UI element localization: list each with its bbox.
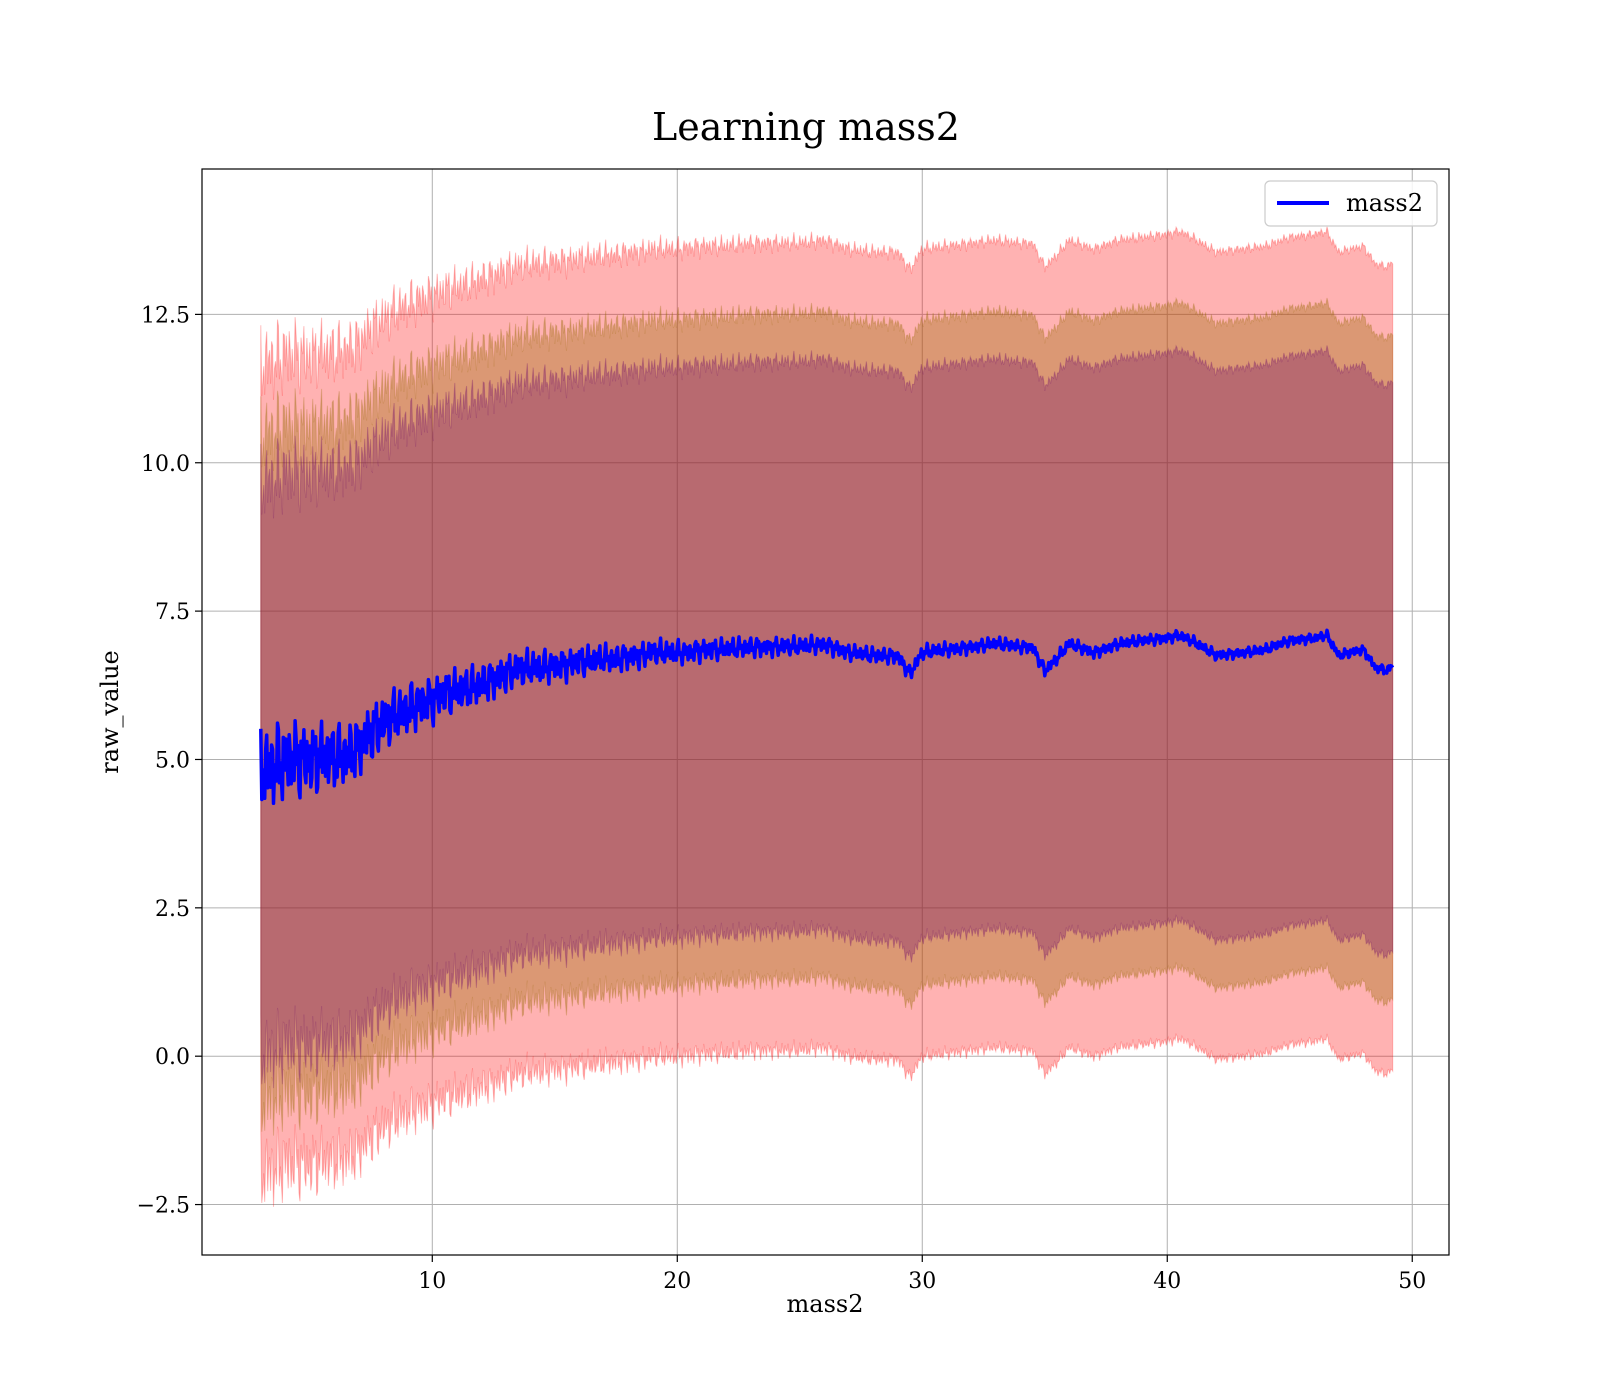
band-2 xyxy=(260,344,1394,1089)
legend-box xyxy=(1264,180,1438,227)
y-tick-label: 12.5 xyxy=(141,303,190,328)
bands xyxy=(260,225,1394,1207)
chart-title: Learning mass2 xyxy=(652,105,960,149)
legend-entry-mass2: mass2 xyxy=(1346,189,1423,217)
band-0 xyxy=(260,225,1394,1207)
y-tick-label: −2.5 xyxy=(137,1194,190,1219)
x-axis-ticks: 10 20 30 40 50 xyxy=(418,1255,1426,1294)
x-tick-label: 20 xyxy=(663,1269,691,1294)
legend: mass2 xyxy=(1264,180,1438,227)
plot-frame xyxy=(201,168,1450,1256)
series-line-mass2 xyxy=(259,628,1395,806)
x-tick-label: 30 xyxy=(908,1269,936,1294)
y-tick-label: 5.0 xyxy=(155,748,190,773)
y-axis-label: raw_value xyxy=(96,650,124,774)
x-tick-label: 10 xyxy=(418,1269,446,1294)
y-axis-ticks: −2.5 0.0 2.5 5.0 7.5 10.0 12.5 xyxy=(137,303,202,1219)
x-tick-label: 40 xyxy=(1153,1269,1181,1294)
x-tick-label: 50 xyxy=(1398,1269,1426,1294)
grid-lines xyxy=(202,169,1449,1255)
y-tick-label: 2.5 xyxy=(155,897,190,922)
band-1 xyxy=(260,296,1394,1136)
y-tick-label: 0.0 xyxy=(155,1045,190,1070)
x-axis-label: mass2 xyxy=(787,1290,864,1318)
series-lines xyxy=(259,628,1395,806)
y-tick-label: 10.0 xyxy=(141,452,190,477)
y-tick-label: 7.5 xyxy=(155,600,190,625)
